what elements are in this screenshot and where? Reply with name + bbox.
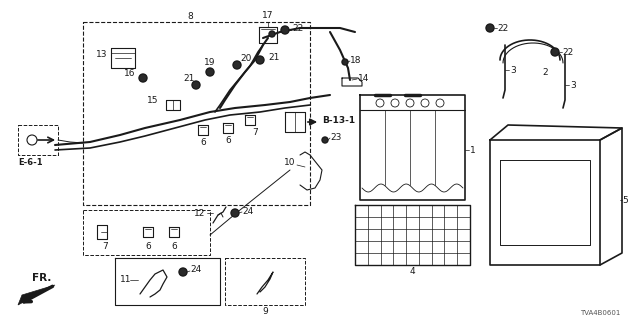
Text: 3: 3 (570, 81, 576, 90)
Text: 6: 6 (200, 138, 206, 147)
Text: 5: 5 (622, 196, 628, 204)
Circle shape (376, 99, 384, 107)
Text: 24: 24 (242, 206, 253, 215)
Text: 16: 16 (124, 68, 135, 77)
Text: 7: 7 (102, 242, 108, 251)
Circle shape (231, 209, 239, 217)
Text: 20: 20 (240, 53, 252, 62)
Circle shape (406, 99, 414, 107)
Circle shape (436, 99, 444, 107)
Text: 17: 17 (262, 11, 274, 20)
Text: FR.: FR. (32, 273, 52, 283)
Text: 9: 9 (262, 307, 268, 316)
Text: 12: 12 (194, 209, 205, 218)
Text: 10: 10 (284, 157, 295, 166)
Circle shape (342, 59, 348, 65)
Circle shape (421, 99, 429, 107)
Text: 18: 18 (350, 55, 362, 65)
Text: 22: 22 (292, 23, 303, 33)
Text: 6: 6 (145, 242, 151, 251)
Text: 7: 7 (252, 127, 258, 137)
Circle shape (206, 68, 214, 76)
Circle shape (233, 61, 241, 69)
Text: 8: 8 (187, 12, 193, 20)
Text: 3: 3 (510, 66, 516, 75)
Circle shape (551, 48, 559, 56)
Text: 23: 23 (330, 132, 341, 141)
Text: B-13-1: B-13-1 (322, 116, 355, 124)
Text: 21: 21 (183, 74, 195, 83)
Circle shape (486, 24, 494, 32)
Circle shape (256, 56, 264, 64)
Text: 1: 1 (470, 146, 476, 155)
Text: 15: 15 (147, 95, 158, 105)
Text: 14: 14 (358, 74, 369, 83)
Text: 4: 4 (409, 268, 415, 276)
Text: 21: 21 (268, 52, 280, 61)
Text: E-6-1: E-6-1 (18, 157, 43, 166)
Circle shape (27, 135, 37, 145)
Text: 22: 22 (497, 23, 508, 33)
Text: 6: 6 (225, 135, 231, 145)
Text: 2: 2 (542, 68, 548, 76)
Text: 11: 11 (120, 276, 131, 284)
Circle shape (391, 99, 399, 107)
Text: 24: 24 (190, 266, 201, 275)
Text: TVA4B0601: TVA4B0601 (580, 310, 620, 316)
Text: 22: 22 (562, 47, 573, 57)
Text: 13: 13 (95, 50, 107, 59)
Circle shape (192, 81, 200, 89)
Circle shape (269, 31, 275, 37)
Text: 6: 6 (171, 242, 177, 251)
Circle shape (281, 26, 289, 34)
Circle shape (322, 137, 328, 143)
Text: 19: 19 (204, 58, 216, 67)
Circle shape (139, 74, 147, 82)
Circle shape (179, 268, 187, 276)
Polygon shape (18, 285, 55, 305)
